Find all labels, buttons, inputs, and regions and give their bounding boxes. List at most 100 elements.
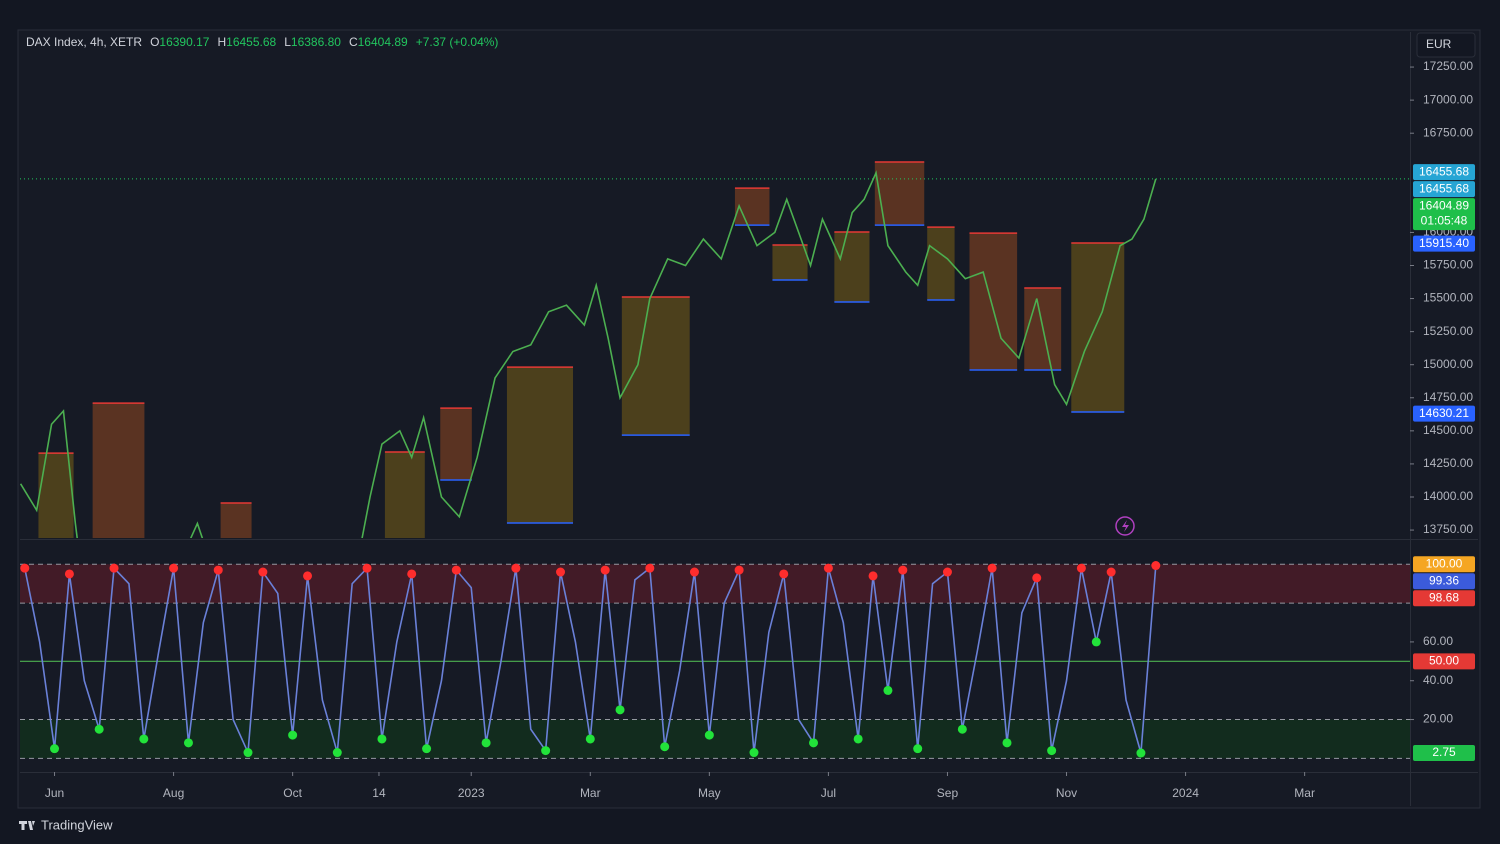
price-tag (1413, 653, 1475, 670)
oversold-dot (377, 734, 387, 744)
price-tag (1413, 164, 1475, 181)
overbought-dot (20, 563, 30, 573)
range-box (772, 244, 808, 281)
series-line (20, 170, 1157, 538)
oversold-dot (288, 730, 298, 740)
overbought-dot (987, 563, 997, 573)
oversold-dot (585, 734, 595, 744)
range-box (440, 408, 472, 481)
price-tag (1413, 556, 1475, 573)
brand-logo[interactable] (19, 821, 35, 830)
ohlc-value: 16455.68 (226, 35, 276, 49)
range-box (969, 233, 1018, 370)
oversold-dot (1091, 637, 1101, 647)
oversold-dot (541, 746, 551, 756)
oversold-dot (660, 742, 670, 752)
currency-box[interactable] (1416, 32, 1476, 58)
overbought-dot (689, 567, 699, 577)
overbought-dot (1076, 563, 1086, 573)
overbought-dot (511, 563, 521, 573)
y-tick-label: 17250.00 (1423, 59, 1473, 73)
header-legend: DAX Index, 4h, XETR O 16390.17 H 16455.68 L 1… (26, 35, 498, 49)
overbought-dot (779, 569, 789, 579)
price-tag (1413, 198, 1475, 231)
ohlc-value: 16386.80 (291, 35, 341, 49)
y-tick-label: 15000.00 (1423, 357, 1473, 371)
price-tag-label: 14630.21 (1419, 406, 1469, 420)
alert-bolt[interactable] (1122, 520, 1129, 532)
brand-name[interactable]: TradingView (41, 817, 113, 832)
oversold-dot (243, 748, 253, 758)
currency-button[interactable]: EUR (1416, 32, 1476, 58)
y-tick-label: 14250.00 (1423, 456, 1473, 470)
overbought-dot (213, 565, 223, 575)
currency[interactable]: EUR (1426, 37, 1452, 51)
oversold-dot (913, 744, 923, 754)
overbought-dot (109, 563, 119, 573)
ohlc-value: 16390.17 (159, 35, 209, 49)
price-tag-label: 2.75 (1432, 745, 1456, 759)
range-box (220, 502, 252, 538)
price-tag (1413, 573, 1475, 590)
oversold-dot (1047, 746, 1057, 756)
price-tag-label: 50.00 (1429, 653, 1459, 667)
oversold-dot (183, 738, 193, 748)
x-tick-label: 2024 (1172, 786, 1199, 800)
y-tick-label: 40.00 (1423, 673, 1453, 687)
alert-icon[interactable] (1115, 516, 1135, 536)
price-pane (20, 161, 1410, 538)
y-tick-label: 14500.00 (1423, 423, 1473, 437)
overbought-dot (169, 563, 179, 573)
y-tick-label: 15750.00 (1423, 258, 1473, 272)
price-tag-label: 99.36 (1429, 573, 1459, 587)
oscillator-pane (20, 561, 1410, 759)
overbought-dot (898, 565, 908, 575)
oversold-dot (957, 724, 967, 734)
price-tag-label: 98.68 (1429, 590, 1459, 604)
oversold-dot (481, 738, 491, 748)
price-tag (1413, 235, 1475, 252)
price-tag (1413, 745, 1475, 762)
symbol: DAX Index, 4h, XETR (26, 35, 142, 49)
oversold-dot (615, 705, 625, 715)
oversold-dot (1002, 738, 1012, 748)
overbought-dot (734, 565, 744, 575)
overbought-dot (600, 565, 610, 575)
overbought-dot (823, 563, 833, 573)
axes: 13750.00 14000.00 14250.00 14500.00 14750.00… (45, 59, 1475, 800)
oversold-dot (704, 730, 714, 740)
x-tick-label: Jul (821, 786, 836, 800)
range-box (927, 227, 955, 301)
range-box (621, 296, 690, 436)
x-tick-label: Jun (45, 786, 64, 800)
range-box (506, 367, 574, 524)
oversold-dot (332, 748, 342, 758)
x-tick-label: Mar (580, 786, 601, 800)
overbought-dot (1151, 561, 1161, 571)
price-tag (1413, 181, 1475, 198)
ohlc-label: C (349, 35, 358, 49)
y-tick-label: 15500.00 (1423, 291, 1473, 305)
x-tick-label: Oct (283, 786, 302, 800)
alert-ring[interactable] (1115, 516, 1135, 536)
ohlc-label: L (284, 35, 291, 49)
zone-band (20, 564, 1410, 604)
overbought-dot (258, 567, 268, 577)
oversold-dot (853, 734, 863, 744)
price-tag-label: 16455.68 (1419, 181, 1469, 195)
y-tick-label: 60.00 (1423, 634, 1453, 648)
oversold-dot (883, 685, 893, 695)
price-tag (1413, 405, 1475, 422)
overbought-dot (407, 569, 417, 579)
x-tick-label: Mar (1294, 786, 1315, 800)
oversold-dot (94, 724, 104, 734)
x-tick-label: 2023 (458, 786, 485, 800)
y-tick-label: 14000.00 (1423, 489, 1473, 503)
oversold-dot (50, 744, 60, 754)
brand[interactable]: TradingView (19, 817, 113, 832)
range-box (384, 452, 425, 538)
zone-band (20, 719, 1410, 759)
y-tick-label: 20.00 (1423, 712, 1453, 726)
